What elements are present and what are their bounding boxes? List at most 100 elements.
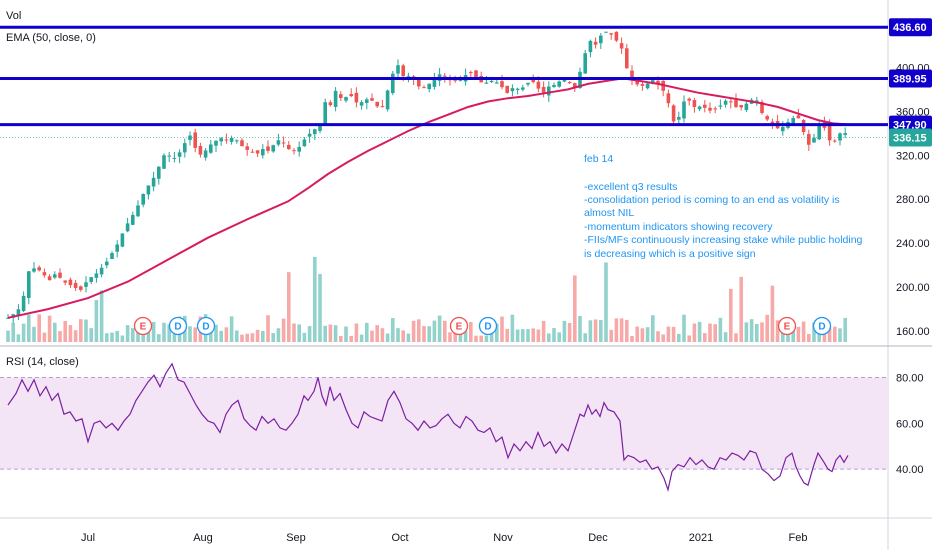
volume-bar [645, 327, 650, 342]
event-circle [478, 316, 498, 336]
rsi-tick-label: 80.00 [896, 373, 924, 385]
volume-bar [37, 314, 41, 342]
rsi-band [0, 377, 888, 470]
volume-bar [406, 333, 411, 342]
volume-bar [328, 324, 333, 342]
candle-body [708, 107, 712, 111]
volume-bar [42, 332, 47, 342]
candle-body [229, 137, 234, 142]
annotation-note[interactable]: feb 14 -excellent q3 results -consolidat… [584, 153, 863, 260]
candle-body [146, 185, 151, 195]
volume-bar [469, 322, 473, 342]
earnings-marker[interactable]: E [133, 316, 153, 336]
volume-bar [630, 335, 634, 342]
rsi-legend[interactable]: RSI (14, close) [6, 356, 79, 368]
volume-legend[interactable]: Vol [6, 10, 21, 22]
volume-bar [58, 331, 62, 342]
ema-legend[interactable]: EMA (50, close, 0) [6, 32, 96, 44]
event-circle [449, 316, 469, 336]
earnings-marker[interactable]: E [449, 316, 469, 336]
volume-bar [229, 316, 234, 342]
volume-bar [583, 333, 587, 342]
candle-body [593, 41, 598, 45]
candle-body [370, 98, 374, 101]
candle-body [32, 268, 36, 272]
volume-bar [755, 324, 759, 342]
volume-bar [235, 330, 239, 342]
candle-body [484, 82, 489, 84]
volume-bar [770, 285, 775, 342]
candle-body [703, 104, 707, 108]
volume-bar [240, 334, 244, 342]
candle-body [125, 223, 130, 232]
dividend-marker[interactable]: D [196, 316, 216, 336]
volume-bar [224, 327, 229, 342]
candle-body [276, 140, 281, 145]
candle-body [526, 82, 530, 85]
horizontal-levels[interactable] [0, 25, 888, 139]
candle-body [521, 87, 525, 90]
candle-body [807, 134, 811, 145]
candle-body [318, 125, 322, 131]
volume-bar [6, 330, 10, 342]
note-line-5: -momentum indicators showing recovery [584, 221, 773, 233]
volume-bar [765, 314, 769, 342]
dividend-marker[interactable]: D [478, 316, 498, 336]
candle-body [687, 98, 691, 101]
volume-bar [53, 322, 57, 342]
candle-body [791, 118, 795, 124]
time-tick-label: Oct [391, 532, 408, 544]
candle-body [79, 286, 83, 290]
volume-bar [552, 328, 556, 342]
candle-body [739, 105, 743, 108]
volume-bar [838, 328, 842, 342]
candle-body [614, 31, 619, 41]
volume-bar [110, 332, 114, 342]
volume-bar [515, 329, 520, 342]
time-tick-label: 2021 [689, 532, 713, 544]
volume-bar [401, 330, 405, 342]
price-tick-label: 200.00 [896, 282, 930, 294]
candle-body [469, 72, 473, 74]
candle-body [697, 106, 702, 110]
volume-bar [136, 332, 140, 342]
volume-bar [209, 331, 213, 342]
candle-body [677, 116, 681, 120]
volume-bar [567, 323, 572, 342]
candle-body [323, 102, 327, 125]
candle-body [339, 94, 343, 99]
candle-body [599, 35, 603, 44]
note-line-6: -FIIs/MFs continuously increasing stake … [584, 234, 863, 246]
volume-bar [219, 330, 223, 342]
candle-body [843, 133, 847, 135]
note-line-7: is decreasing which is a positive sign [584, 248, 756, 260]
volume-bar [281, 318, 286, 342]
candle-body [255, 150, 260, 154]
earnings-marker[interactable]: E [777, 316, 797, 336]
volume-bar [697, 321, 702, 342]
dividend-marker[interactable]: D [168, 316, 188, 336]
volume-bar [651, 315, 655, 342]
volume-bar [593, 319, 598, 342]
volume-bar [396, 328, 400, 342]
candle-body [604, 31, 608, 33]
candle-body [58, 272, 62, 278]
candle-body [500, 81, 504, 88]
volume-bar [339, 335, 343, 342]
volume-bar [484, 335, 489, 342]
volume-bar [812, 322, 816, 342]
candle-body [354, 92, 359, 103]
event-letter: D [174, 322, 181, 333]
volume-bar [94, 299, 99, 342]
volume-bar [131, 328, 135, 342]
price-tick-label: 280.00 [896, 194, 930, 206]
dividend-marker[interactable]: D [812, 316, 832, 336]
volume-bar [68, 325, 73, 342]
candle-body [744, 103, 749, 111]
note-line-3: -consolidation period is coming to an en… [584, 194, 840, 206]
candle-body [167, 155, 171, 157]
candle-body [136, 205, 140, 217]
volume-bar [380, 328, 385, 342]
event-letter: D [202, 322, 209, 333]
